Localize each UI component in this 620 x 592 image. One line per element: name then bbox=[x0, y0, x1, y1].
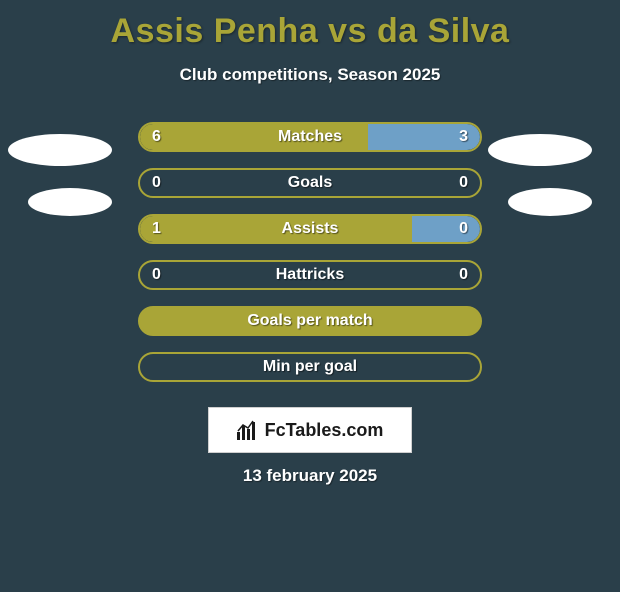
bars-container: 6 3 Matches 0 0 Goals 1 0 Assists 0 0 Hattricks Goal… bbox=[138, 122, 482, 398]
stat-value-right: 3 bbox=[459, 128, 468, 146]
bar-fill-left bbox=[140, 216, 412, 242]
stat-row: Goals per match bbox=[138, 306, 482, 336]
stat-label: Assists bbox=[282, 220, 339, 238]
stat-row: 1 0 Assists bbox=[138, 214, 482, 244]
stat-value-right: 0 bbox=[459, 174, 468, 192]
stat-label: Goals per match bbox=[247, 312, 372, 330]
stat-value-left: 1 bbox=[152, 220, 161, 238]
player-avatar-right-top bbox=[488, 134, 592, 166]
stat-row: Min per goal bbox=[138, 352, 482, 382]
brand-badge[interactable]: FcTables.com bbox=[208, 407, 412, 453]
stat-value-left: 0 bbox=[152, 266, 161, 284]
brand-text: FcTables.com bbox=[265, 420, 384, 441]
stat-value-left: 0 bbox=[152, 174, 161, 192]
footer-date: 13 february 2025 bbox=[0, 466, 620, 486]
stat-row: 0 0 Hattricks bbox=[138, 260, 482, 290]
stat-label: Hattricks bbox=[276, 266, 344, 284]
player-avatar-left-bot bbox=[28, 188, 112, 216]
bar-chart-icon bbox=[237, 420, 259, 440]
stat-value-right: 0 bbox=[459, 220, 468, 238]
stat-value-right: 0 bbox=[459, 266, 468, 284]
stat-row: 0 0 Goals bbox=[138, 168, 482, 198]
bar-fill-right bbox=[412, 216, 480, 242]
stat-label: Matches bbox=[278, 128, 342, 146]
player-avatar-right-bot bbox=[508, 188, 592, 216]
stat-row: 6 3 Matches bbox=[138, 122, 482, 152]
stat-value-left: 6 bbox=[152, 128, 161, 146]
page-title: Assis Penha vs da Silva bbox=[0, 12, 620, 51]
stat-label: Goals bbox=[288, 174, 332, 192]
player-avatar-left-top bbox=[8, 134, 112, 166]
stat-label: Min per goal bbox=[263, 358, 357, 376]
subtitle: Club competitions, Season 2025 bbox=[0, 65, 620, 85]
